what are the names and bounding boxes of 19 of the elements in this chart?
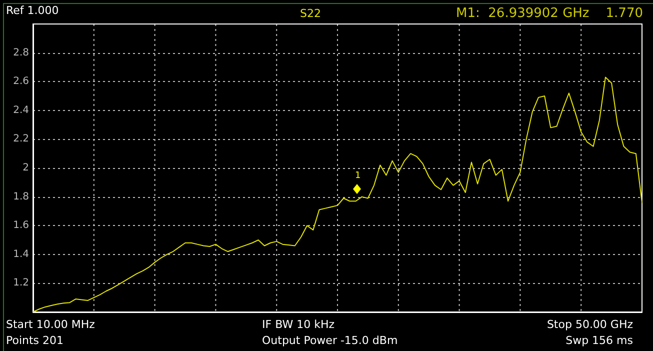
- text: Ref 1.000: [6, 4, 59, 17]
- text: IF BW 10 kHz: [262, 318, 335, 331]
- y-tick-label: 1.2: [13, 278, 29, 289]
- y-tick-label: 1.6: [13, 220, 29, 232]
- y-tick-label: 2.4: [13, 104, 29, 116]
- chart-title: S22: [300, 7, 321, 20]
- y-tick-label: 2.6: [13, 76, 29, 88]
- y-tick-label: 2: [22, 162, 29, 174]
- text: Start 10.00 MHz: [6, 318, 95, 331]
- text: Output Power -15.0 dBm: [262, 334, 398, 347]
- text: Stop 50.00 GHz: [546, 318, 633, 331]
- text: M1: 26.939902 GHz 1.770: [456, 6, 643, 21]
- y-tick-label: 1.8: [13, 191, 29, 202]
- annotation: 1: [355, 171, 361, 181]
- y-tick-label: 2.2: [13, 134, 29, 145]
- y-tick-label: 2.8: [13, 47, 29, 58]
- text: Points 201: [6, 334, 64, 347]
- y-tick-label: 1.4: [13, 248, 29, 260]
- text: Swp 156 ms: [566, 334, 633, 347]
